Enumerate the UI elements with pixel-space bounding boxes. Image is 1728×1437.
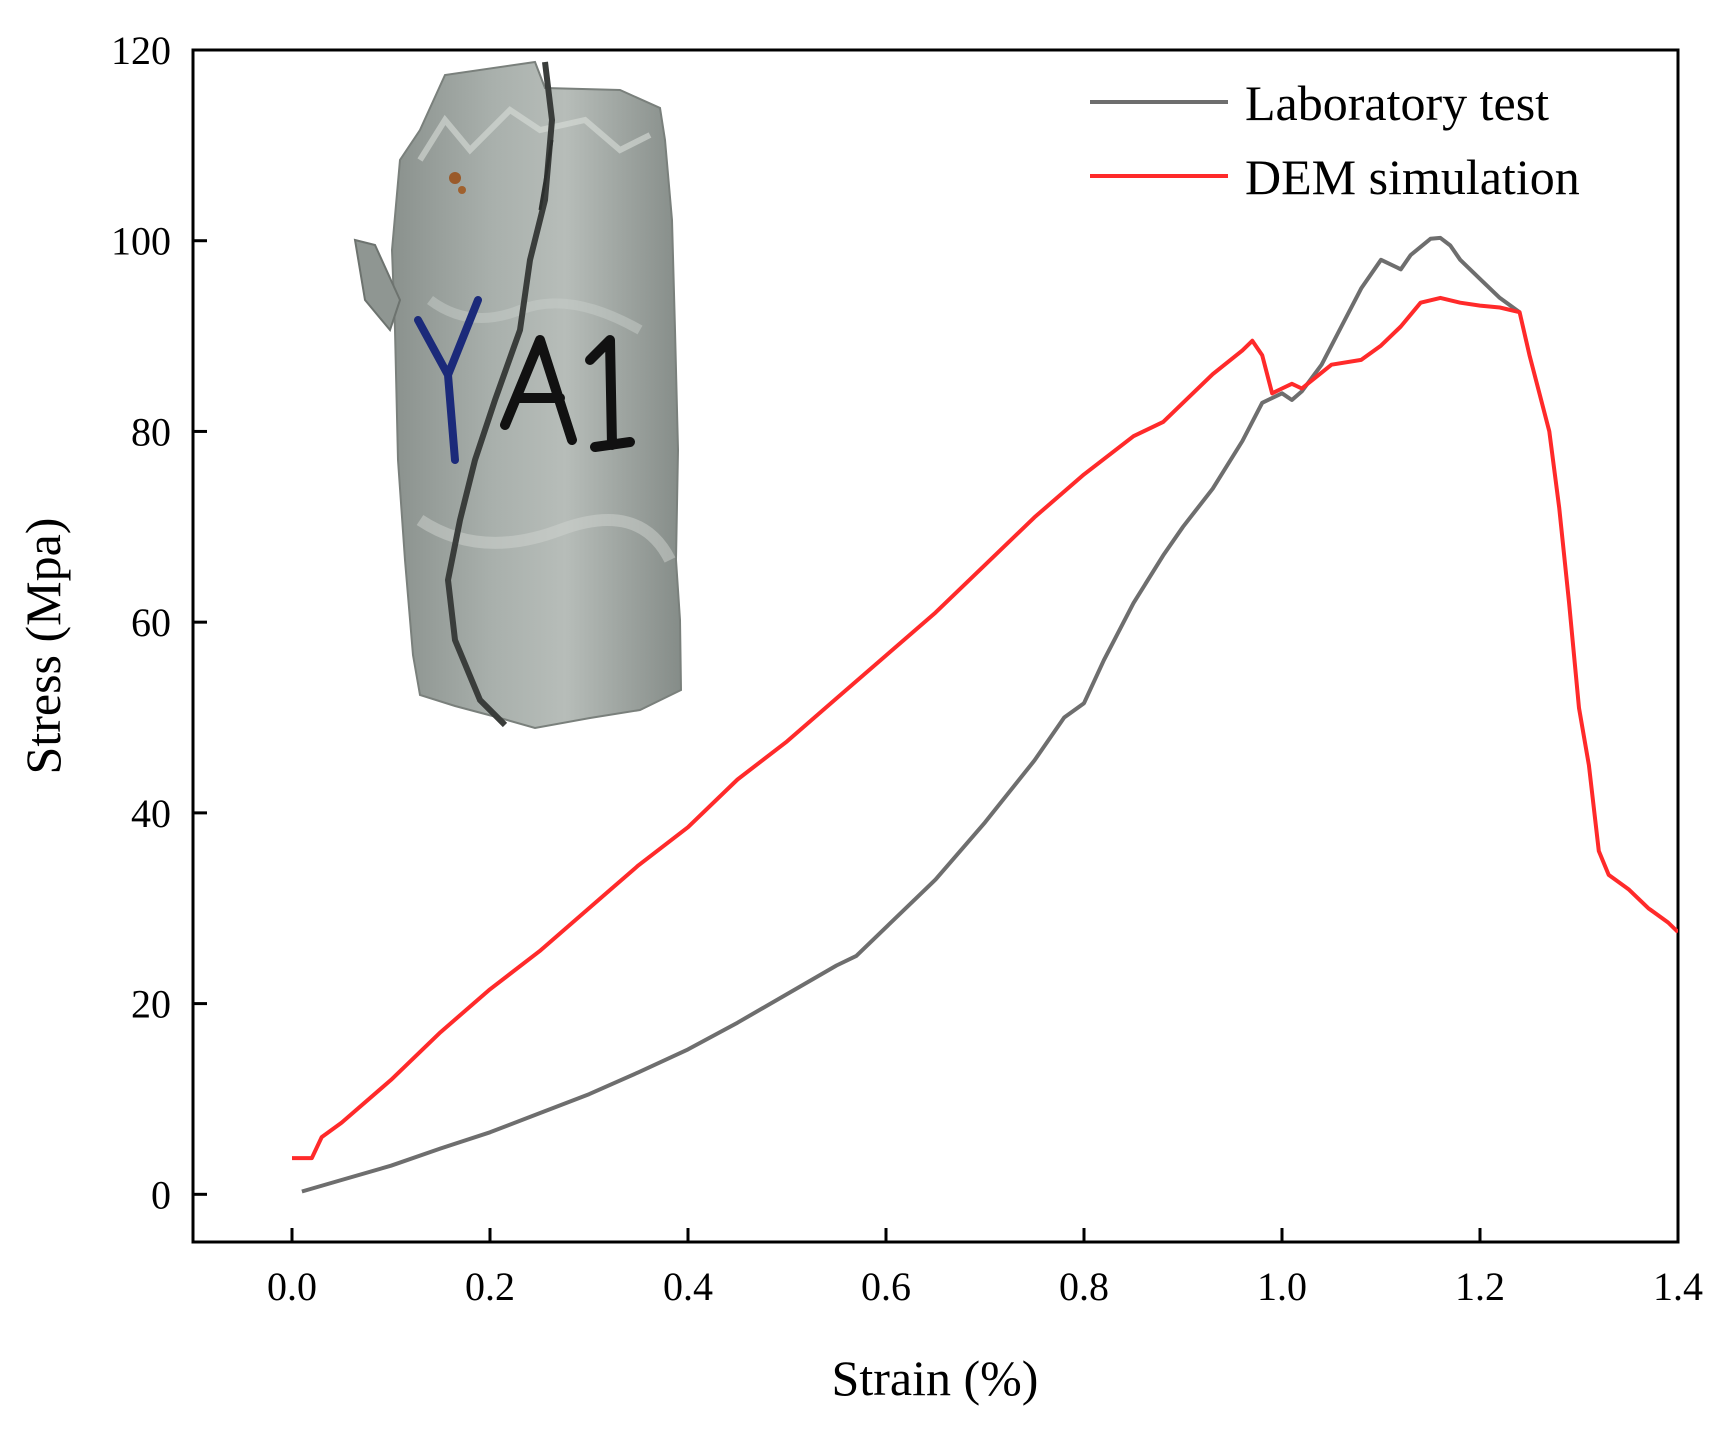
legend-label-laboratory-test: Laboratory test — [1245, 75, 1549, 131]
legend-label-dem-simulation: DEM simulation — [1245, 149, 1580, 205]
y-tick-label: 120 — [111, 28, 171, 73]
y-tick-label: 100 — [111, 219, 171, 264]
legend: Laboratory test DEM simulation — [1090, 75, 1580, 205]
specimen-letter-a — [500, 335, 577, 445]
series-layer — [292, 235, 1678, 1194]
y-tick-label: 20 — [131, 982, 171, 1027]
plot-frame — [191, 48, 1680, 1244]
x-tick-label: 0.2 — [465, 1264, 515, 1309]
rock-specimen-photo — [353, 60, 683, 730]
specimen-digit-1 — [585, 335, 635, 452]
y-tick-label: 0 — [151, 1172, 171, 1217]
series-line-dem-simulation — [292, 295, 1678, 1161]
fracture-line — [444, 61, 556, 728]
y-axis-title: Stress (Mpa) — [15, 518, 71, 775]
x-tick-label: 0.6 — [861, 1264, 911, 1309]
x-axis-title: Strain (%) — [832, 1350, 1039, 1406]
y-axis: 0 20 40 60 80 100 120 — [111, 28, 207, 1217]
x-tick-label: 0.0 — [267, 1264, 317, 1309]
x-axis: 0.0 0.2 0.4 0.6 0.8 1.0 1.2 1.4 — [267, 1228, 1703, 1309]
x-tick-label: 0.8 — [1059, 1264, 1109, 1309]
x-tick-label: 1.0 — [1257, 1264, 1307, 1309]
x-tick-label: 1.2 — [1455, 1264, 1505, 1309]
specimen-letter-y — [414, 296, 482, 464]
y-tick-label: 60 — [131, 600, 171, 645]
y-tick-label: 80 — [131, 409, 171, 454]
y-tick-label: 40 — [131, 791, 171, 836]
series-line-laboratory-test — [301, 235, 1521, 1194]
x-tick-label: 0.4 — [663, 1264, 713, 1309]
x-tick-label: 1.4 — [1653, 1264, 1703, 1309]
